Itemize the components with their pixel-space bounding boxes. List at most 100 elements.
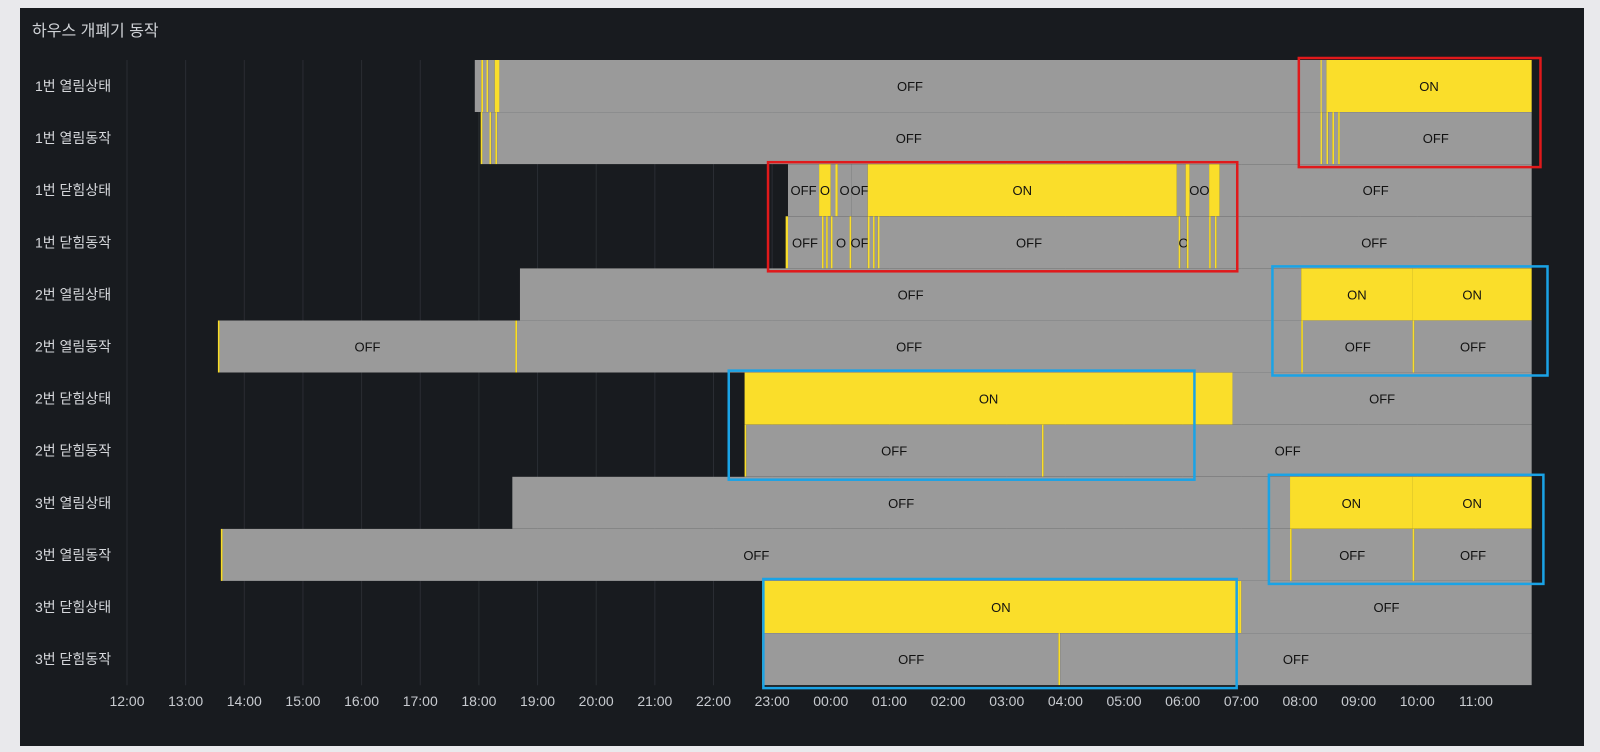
state-segment-off (488, 60, 495, 112)
state-segment-off (787, 164, 820, 217)
state-value-label: OFF (354, 340, 380, 355)
state-segment-off (1322, 112, 1327, 165)
state-value-label: ON (1419, 79, 1439, 94)
x-tick-label: 17:00 (403, 693, 438, 709)
state-segment-on (849, 216, 852, 269)
state-value-label: OFF (1460, 340, 1486, 355)
state-segment-on (1239, 581, 1242, 633)
state-segment-off (763, 633, 1059, 686)
state-segment-on (1412, 476, 1532, 529)
panel-title: 하우스 개폐기 동작 (32, 23, 159, 40)
row-label: 1번 닫힘상태 (35, 182, 111, 198)
state-segment-off (483, 60, 487, 112)
state-segment-on (1326, 60, 1532, 112)
state-value-label: ON (1342, 496, 1362, 511)
row-label: 2번 닫힘동작 (35, 443, 111, 459)
state-segment-on (873, 216, 875, 269)
state-value-label: ON (991, 600, 1011, 615)
state-segment-off (1210, 216, 1215, 269)
x-tick-label: 13:00 (168, 693, 203, 709)
state-segment-off (1302, 320, 1413, 373)
state-segment-on (217, 320, 220, 373)
state-segment-off (851, 216, 868, 269)
state-value-label: OFF (897, 79, 923, 94)
x-tick-label: 00:00 (813, 693, 848, 709)
state-value-label: OFF (1275, 444, 1301, 459)
row-label: 3번 열림상태 (35, 495, 111, 511)
state-segment-on (489, 112, 492, 165)
highlight-box-blue (727, 369, 1196, 481)
state-segment-off (512, 476, 1291, 529)
state-segment-off (1189, 164, 1210, 217)
x-tick-label: 20:00 (579, 693, 614, 709)
state-segment-off (879, 216, 1179, 269)
state-segment-off (787, 216, 823, 269)
state-value-label: ON (1462, 496, 1482, 511)
x-tick-label: 05:00 (1107, 693, 1142, 709)
state-segment-on (867, 164, 1177, 217)
state-segment-on (830, 216, 833, 269)
x-tick-label: 09:00 (1341, 693, 1376, 709)
state-segment-off (1241, 581, 1532, 633)
state-value-label: ON (1013, 183, 1033, 198)
state-segment-on (1058, 633, 1061, 686)
state-timeline-panel: 하우스 개폐기 동작 1번 열림상태 OFF ON 1번 열림동작 OFF OFF 1번 닫… (20, 8, 1584, 746)
state-value-label: OFF (792, 235, 818, 250)
state-value-label: OFF (791, 183, 817, 198)
state-value-label: OFF (888, 496, 914, 511)
state-segment-on (1338, 112, 1340, 165)
state-segment-on (1412, 528, 1415, 581)
state-segment-on (867, 216, 870, 269)
state-segment-off (1188, 216, 1210, 269)
state-value-label: OO (1189, 183, 1209, 198)
state-value-label: OFF (1460, 548, 1486, 563)
row-label: 3번 열림동작 (35, 547, 111, 563)
state-segment-off (1321, 60, 1327, 112)
state-segment-off (1339, 112, 1532, 165)
state-segment-off (869, 216, 874, 269)
row-label: 3번 닫힘동작 (35, 651, 111, 667)
state-segment-off (491, 112, 496, 165)
state-value-label: OFF (1016, 235, 1042, 250)
state-segment-off (832, 216, 850, 269)
row-label: 3번 닫힘상태 (35, 599, 111, 615)
state-segment-on (822, 216, 824, 269)
state-segment-off (1334, 112, 1339, 165)
row-label: 1번 열림동작 (35, 130, 111, 146)
state-segment-off (1043, 424, 1532, 477)
state-segment-on (481, 60, 484, 112)
state-segment-off (517, 320, 1302, 373)
state-segment-on (1320, 112, 1323, 165)
state-value-label: O (840, 183, 850, 198)
state-segment-off (1414, 528, 1532, 581)
state-segment-off (1216, 216, 1532, 269)
state-segment-off (1060, 633, 1532, 686)
state-segment-on (826, 216, 828, 269)
x-tick-label: 16:00 (344, 693, 379, 709)
state-segment-off (827, 216, 831, 269)
state-value-label: OFF (1345, 340, 1371, 355)
state-segment-off (830, 164, 836, 217)
state-value-label: OFF (896, 340, 922, 355)
state-segment-off (823, 216, 827, 269)
x-tick-label: 02:00 (931, 693, 966, 709)
row-label: 2번 열림상태 (35, 286, 111, 302)
state-value-label: OFF (1361, 235, 1387, 250)
state-segment-off (837, 164, 852, 217)
state-segment-off (1219, 164, 1532, 217)
row-label: 2번 닫힘상태 (35, 391, 111, 407)
x-tick-label: 14:00 (227, 693, 262, 709)
state-segment-on (785, 216, 788, 269)
highlight-box-blue (1271, 265, 1549, 377)
state-value-label: ON (1347, 287, 1367, 302)
state-segment-on (1326, 112, 1329, 165)
state-segment-on (1320, 60, 1323, 112)
state-value-label: OF (851, 183, 869, 198)
row-label: 1번 닫힘동작 (35, 234, 111, 250)
state-segment-on (877, 216, 880, 269)
x-tick-label: 21:00 (637, 693, 672, 709)
state-segment-off (497, 112, 1321, 165)
state-segment-off (1414, 320, 1532, 373)
state-segment-off (474, 60, 482, 112)
